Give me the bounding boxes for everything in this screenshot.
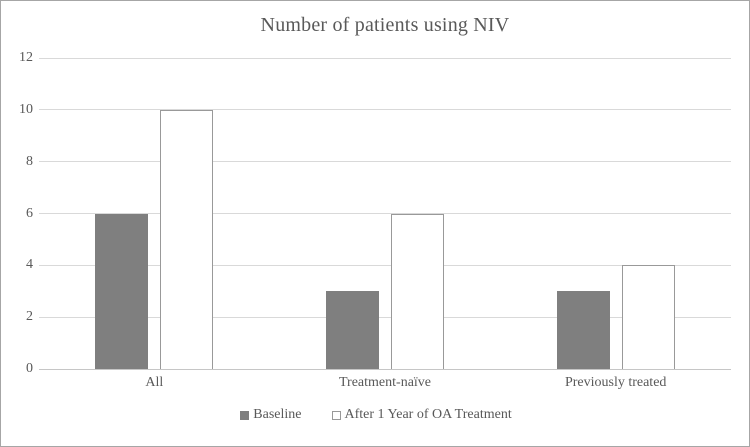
- bar-baseline: [556, 291, 610, 369]
- y-tick-label: 4: [26, 257, 33, 273]
- bar-after-1-year-of-oa-treatment: [391, 213, 444, 369]
- chart-title: Number of patients using NIV: [260, 14, 510, 36]
- bar-group: [500, 58, 731, 369]
- x-category-label: All: [145, 375, 164, 390]
- x-axis-line: [39, 368, 731, 370]
- gridline: [39, 57, 731, 59]
- legend: Baseline After 1 Year of OA Treatment: [1, 407, 749, 423]
- legend-label: Baseline: [253, 407, 302, 422]
- x-axis-category-labels: All Treatment-naïve Previously treated: [39, 375, 731, 391]
- gridline: [39, 109, 731, 111]
- bar-after-1-year-of-oa-treatment: [160, 109, 214, 369]
- y-tick-label: 10: [19, 101, 33, 117]
- x-category-label: Previously treated: [564, 375, 667, 390]
- y-tick-label: 0: [26, 361, 33, 376]
- bar-baseline: [326, 291, 379, 369]
- gridline: [39, 161, 731, 163]
- bar-groups: [39, 58, 731, 369]
- plot-area: [39, 57, 731, 370]
- legend-swatch-icon: [240, 410, 250, 420]
- bar-group: [39, 58, 270, 369]
- y-tick-label: 2: [26, 309, 33, 325]
- bar-baseline: [95, 213, 149, 369]
- legend-item: Baseline: [240, 407, 302, 423]
- bar-group: [270, 58, 501, 369]
- bar-after-1-year-of-oa-treatment: [621, 265, 675, 369]
- gridline: [39, 213, 731, 214]
- x-category-label: Treatment-naïve: [339, 375, 432, 390]
- y-tick-label: 8: [26, 153, 33, 169]
- y-tick-label: 12: [19, 50, 33, 65]
- legend-swatch-icon: [331, 410, 341, 420]
- legend-item: After 1 Year of OA Treatment: [331, 407, 512, 423]
- gridline: [39, 264, 731, 266]
- y-tick-label: 6: [26, 205, 33, 221]
- gridline: [39, 316, 731, 318]
- legend-label: After 1 Year of OA Treatment: [344, 407, 512, 422]
